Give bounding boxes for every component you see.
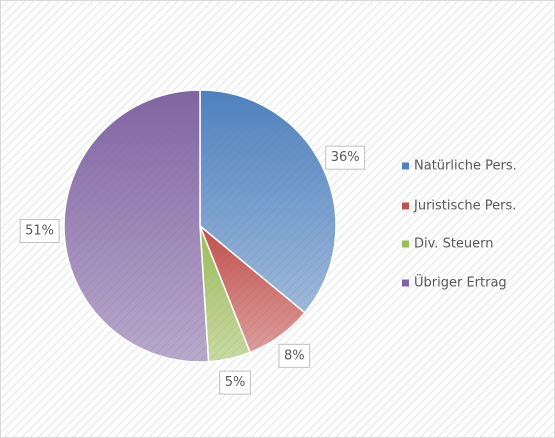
data-label-box — [278, 343, 311, 368]
pie-slice — [199, 89, 337, 314]
pie-slice — [63, 89, 210, 363]
legend-swatch — [402, 240, 409, 248]
legend-label: Div. Steuern — [414, 237, 494, 252]
data-label-box — [19, 219, 60, 244]
data-label-box — [325, 145, 366, 170]
data-label: 8% — [284, 348, 305, 363]
data-label-box — [219, 370, 251, 395]
data-label: 51% — [25, 224, 54, 239]
legend-swatch — [402, 202, 409, 210]
legend-swatch — [402, 279, 409, 287]
data-label: 5% — [225, 375, 246, 390]
legend-label: Juristische Pers. — [413, 199, 516, 214]
data-label: 36% — [331, 150, 360, 165]
legend-label: Übriger Ertrag — [414, 274, 507, 291]
legend-swatch — [402, 162, 409, 170]
legend-label: Natürliche Pers. — [414, 159, 517, 174]
